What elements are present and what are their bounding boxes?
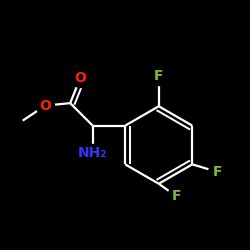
Text: F: F xyxy=(212,165,222,179)
Text: O: O xyxy=(39,99,51,113)
Text: F: F xyxy=(172,189,181,203)
Text: F: F xyxy=(154,69,164,83)
Text: O: O xyxy=(74,71,86,85)
Text: NH₂: NH₂ xyxy=(78,146,107,160)
